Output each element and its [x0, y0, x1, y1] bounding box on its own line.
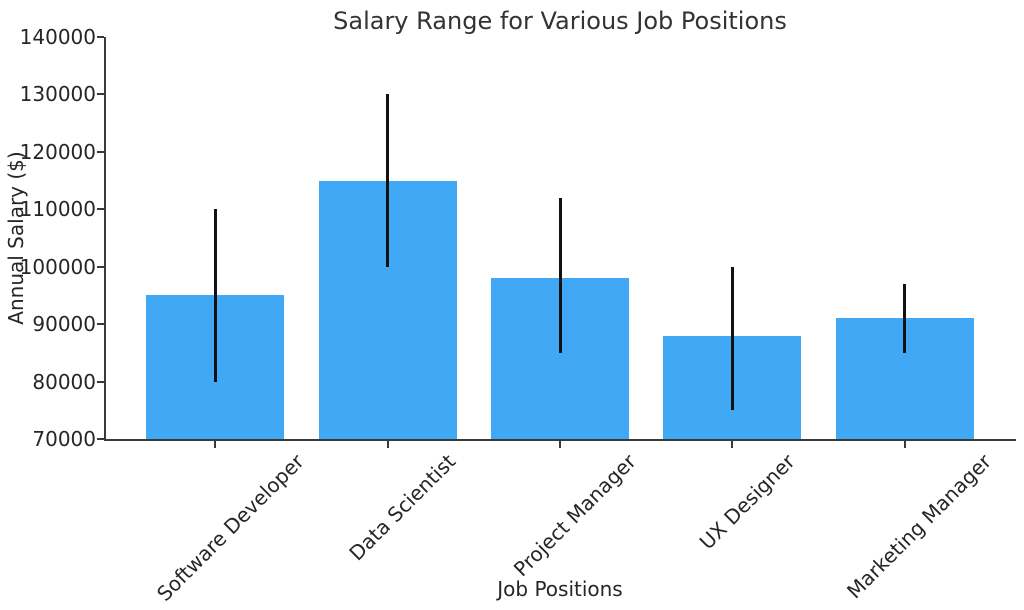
- x-tick-mark: [731, 441, 734, 448]
- y-tick-label: 120000: [19, 139, 96, 164]
- y-tick-label: 70000: [32, 427, 96, 451]
- x-tick-label: Project Manager: [509, 449, 642, 582]
- error-bar: [558, 197, 562, 353]
- error-bar: [903, 283, 907, 353]
- x-axis-spine: [104, 439, 1016, 441]
- y-tick-mark: [97, 380, 104, 383]
- y-tick-mark: [97, 265, 104, 268]
- y-axis-spine: [104, 37, 106, 441]
- y-tick-mark: [97, 150, 104, 153]
- y-tick-label: 80000: [32, 369, 96, 394]
- y-axis-label: Annual Salary ($): [4, 151, 28, 325]
- y-tick-label: 110000: [19, 197, 96, 222]
- chart-title: Salary Range for Various Job Positions: [333, 7, 787, 35]
- y-tick-mark: [97, 36, 104, 38]
- x-tick-mark: [214, 441, 217, 448]
- y-tick-mark: [97, 208, 104, 211]
- y-tick-label: 140000: [19, 25, 96, 49]
- y-tick-label: 100000: [19, 254, 96, 279]
- error-bar: [386, 94, 390, 267]
- y-tick-mark: [97, 323, 104, 326]
- x-tick-mark: [559, 441, 561, 448]
- y-tick-label: 90000: [32, 312, 96, 337]
- x-tick-mark: [903, 441, 906, 448]
- error-bar: [213, 209, 217, 382]
- y-tick-label: 130000: [19, 82, 96, 107]
- x-axis-label: Job Positions: [497, 577, 623, 601]
- y-tick-mark: [97, 93, 104, 96]
- error-bar: [730, 266, 734, 411]
- x-tick-mark: [386, 441, 389, 448]
- y-tick-mark: [97, 438, 104, 440]
- x-tick-label: Data Scientist: [344, 449, 461, 566]
- x-tick-label: UX Designer: [694, 449, 800, 555]
